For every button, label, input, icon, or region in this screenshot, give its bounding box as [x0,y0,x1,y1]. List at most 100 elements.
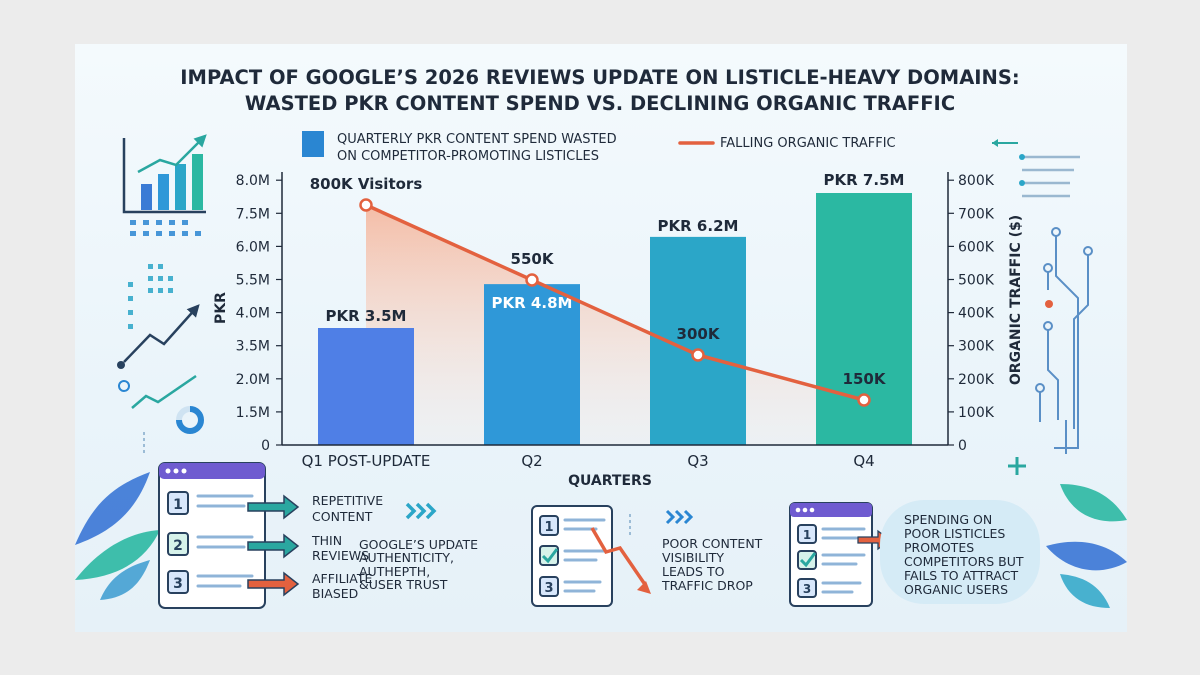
traffic-line-layer [359,198,871,407]
drop-arrowhead-icon [637,581,651,594]
left-axis-ticks: 0 1.5M 2.0M 3.5M 4.0M 5.5M 6.0M 7.5M 8.0M [236,173,282,454]
left-tick-label: 7.5M [236,206,270,222]
left-tick-label: 1.5M [236,405,270,421]
right-tick-label: 300K [958,339,995,355]
right-check-icon [799,552,817,568]
middle-text-line3: LEADS TO [662,564,725,579]
left-tick-label: 3.5M [236,339,270,355]
right-text-line3: PROMOTES [904,540,974,555]
circuit-node-accent [1045,300,1053,308]
category-label-3: Q3 [687,452,708,470]
traffic-point-3 [691,348,705,362]
growth-chart-icon [122,134,207,236]
left-tick-label: 4.0M [236,306,270,322]
chart-title-line1: IMPACT OF GOOGLE’S 2026 REVIEWS UPDATE O… [180,66,1019,89]
middle-badge-1 [539,515,559,536]
left-tick-label: 0 [261,438,270,454]
y-axis-title: PKR [213,292,229,324]
middle-text-line1: POOR CONTENT [662,536,763,551]
right-badge-1-number: 1 [803,528,811,542]
bar-4 [816,193,912,445]
left-panel-header [159,463,265,479]
window-dot [165,468,171,474]
left-badge-1-number: 1 [173,497,183,513]
left-note-line3: AUTHEPTH, [359,564,430,579]
chevrons-icon [405,502,437,520]
traffic-line [365,203,865,402]
arrow-repetitive-icon [247,494,300,520]
middle-badge-3 [539,576,559,597]
right-panel-header [790,503,872,517]
category-label-1: Q1 POST-UPDATE [302,452,431,470]
right-tick-label: 0 [958,438,967,454]
legend: QUARTERLY PKR CONTENT SPEND WASTED ON CO… [302,131,896,164]
right-tick-label: 100K [958,405,995,421]
leaf-left-icon [75,472,160,600]
right-badge-1 [797,524,817,544]
legend-bar-label-line2: ON COMPETITOR-PROMOTING LISTICLES [337,149,599,164]
traffic-point-1 [359,198,373,212]
donut-chart-icon [176,406,204,434]
left-badge-3 [167,570,189,594]
right-tick-label: 500K [958,273,995,289]
left-tick-label: 5.5M [236,273,270,289]
legend-bar-swatch [302,131,324,157]
left-item-content: CONTENT [312,509,373,524]
left-item-repetitive: REPETITIVE [312,493,383,508]
left-tick-label: 2.0M [236,372,270,388]
infographic-canvas: IMPACT OF GOOGLE’S 2026 REVIEWS UPDATE O… [75,44,1127,632]
bar-2 [484,284,580,445]
left-panel: 1 2 3 REPETITIVE CONTENT THIN REVIEWS AF… [158,462,478,609]
infographic-svg: IMPACT OF GOOGLE’S 2026 REVIEWS UPDATE O… [75,66,1127,609]
left-tick-label: 8.0M [236,173,270,189]
traffic-area-layer [366,205,864,445]
right-text-line1: SPENDING ON [904,512,992,527]
right-text-line5: FAILS TO ATTRACT [904,568,1018,583]
right-badge-3-number: 3 [803,582,811,596]
middle-text-line4: TRAFFIC DROP [661,578,753,593]
left-item-thin: THIN [311,533,342,548]
window-dot [173,468,179,474]
traffic-point-label-1: 800K Visitors [310,175,423,193]
middle-panel-lines [563,518,606,593]
traffic-point-labels: 800K Visitors 550K 300K 150K [310,175,887,388]
right-tick-label: 400K [958,306,995,322]
circuit-icon [1035,227,1093,454]
left-tick-label: 6.0M [236,239,270,255]
category-label-2: Q2 [521,452,542,470]
left-item-affiliate: AFFILIATE [312,571,372,586]
category-label-4: Q4 [853,452,874,470]
drop-arrow-icon [590,527,648,587]
left-item-reviews: REVIEWS [312,548,369,563]
middle-badge-1-number: 1 [544,520,553,535]
plus-icon [1008,457,1026,475]
left-panel-lines [196,494,254,588]
y2-axis-title: ORGANIC TRAFFIC ($) [1008,215,1024,385]
right-tick-label: 800K [958,173,995,189]
bar-value-label-3: PKR 6.2M [658,217,739,235]
middle-chevrons-icon [665,509,694,525]
middle-checkbox [539,545,559,566]
right-tick-label: 600K [958,239,995,255]
check-icon [541,548,559,564]
bars-layer: PKR 3.5M PKR 4.8M PKR 6.2M PKR 7.5M [318,171,912,445]
left-badge-1 [167,491,189,515]
bar-value-label-4: PKR 7.5M [824,171,905,189]
data-dots-icon [128,264,173,329]
middle-text-line2: VISIBILITY [662,550,724,565]
right-callout-bubble [880,500,1040,604]
leaf-right-icon [1046,484,1127,608]
left-note-line1: GOOGLE’S UPDATE [359,537,478,552]
right-panel-lines [821,527,866,594]
window-dot [795,507,801,513]
right-tick-label: 700K [958,206,995,222]
traffic-point-label-4: 150K [843,370,887,388]
window-dot [809,507,815,513]
left-note-line2: AUTHENTICITY, [359,550,454,565]
right-text-line4: COMPETITORS BUT [904,554,1024,569]
category-labels: Q1 POST-UPDATE Q2 Q3 Q4 [302,452,875,470]
window-dot [181,468,187,474]
traffic-point-label-2: 550K [511,250,555,268]
left-badge-2-number: 2 [173,538,183,554]
x-axis-title: QUARTERS [568,473,652,489]
